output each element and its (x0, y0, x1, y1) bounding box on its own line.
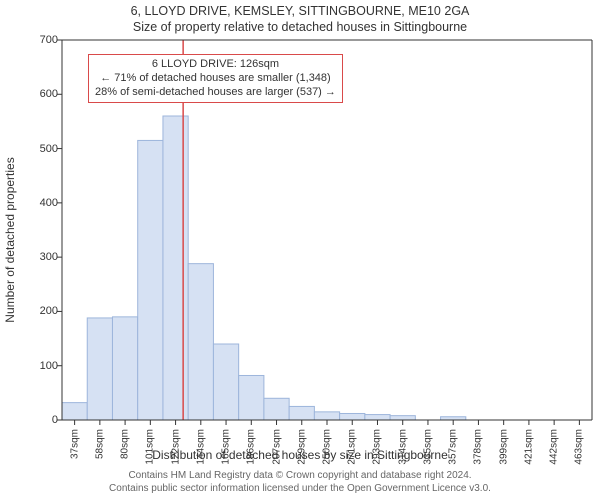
x-tick-label: 186sqm (246, 429, 257, 465)
x-tick-label: 122sqm (170, 429, 181, 465)
x-tick-label: 80sqm (120, 429, 131, 459)
x-tick-label: 399sqm (498, 429, 509, 465)
x-tick-label: 207sqm (271, 429, 282, 465)
annotation-callout: 6 LLOYD DRIVE: 126sqm ← 71% of detached … (88, 54, 343, 103)
x-tick-label: 101sqm (145, 429, 156, 465)
histogram-bar (264, 398, 289, 420)
y-tick-label: 400 (28, 197, 58, 209)
y-axis-label: Number of detached properties (3, 157, 17, 322)
x-tick-label: 463sqm (574, 429, 585, 465)
x-tick-label: 421sqm (523, 429, 534, 465)
histogram-bar (112, 317, 137, 420)
histogram-bar (239, 375, 264, 420)
histogram-bar (340, 413, 365, 420)
x-tick-label: 357sqm (448, 429, 459, 465)
figure: 6, LLOYD DRIVE, KEMSLEY, SITTINGBOURNE, … (0, 0, 600, 500)
annotation-line-2: ← 71% of detached houses are smaller (1,… (95, 72, 336, 86)
x-tick-label: 37sqm (69, 429, 80, 459)
x-tick-label: 293sqm (372, 429, 383, 465)
histogram-bar (365, 415, 390, 420)
y-tick-label: 100 (28, 360, 58, 372)
x-tick-label: 442sqm (549, 429, 560, 465)
histogram-bar (390, 416, 415, 420)
chart-title-address: 6, LLOYD DRIVE, KEMSLEY, SITTINGBOURNE, … (0, 4, 600, 18)
y-tick-label: 700 (28, 34, 58, 46)
footer-copyright-2: Contains public sector information licen… (0, 483, 600, 494)
histogram-bar (163, 116, 188, 420)
x-tick-label: 378sqm (473, 429, 484, 465)
y-tick-label: 500 (28, 143, 58, 155)
x-tick-label: 314sqm (397, 429, 408, 465)
histogram-bar (87, 318, 112, 420)
annotation-line-3: 28% of semi-detached houses are larger (… (95, 86, 336, 100)
y-tick-label: 200 (28, 305, 58, 317)
histogram-bar (188, 264, 213, 420)
x-tick-label: 58sqm (94, 429, 105, 459)
y-tick-label: 0 (28, 414, 58, 426)
histogram-bar (289, 406, 314, 420)
x-tick-label: 271sqm (347, 429, 358, 465)
chart-title-sub: Size of property relative to detached ho… (0, 20, 600, 34)
histogram-bar (62, 403, 87, 420)
annotation-line-1: 6 LLOYD DRIVE: 126sqm (95, 58, 336, 72)
footer-copyright-1: Contains HM Land Registry data © Crown c… (0, 470, 600, 481)
x-tick-label: 144sqm (195, 429, 206, 465)
x-tick-label: 335sqm (422, 429, 433, 465)
y-tick-label: 300 (28, 251, 58, 263)
y-tick-label: 600 (28, 88, 58, 100)
histogram-bar (314, 412, 339, 420)
histogram-bar (138, 140, 163, 420)
x-tick-label: 165sqm (221, 429, 232, 465)
x-tick-label: 250sqm (322, 429, 333, 465)
histogram-bar (213, 344, 238, 420)
x-tick-label: 229sqm (296, 429, 307, 465)
